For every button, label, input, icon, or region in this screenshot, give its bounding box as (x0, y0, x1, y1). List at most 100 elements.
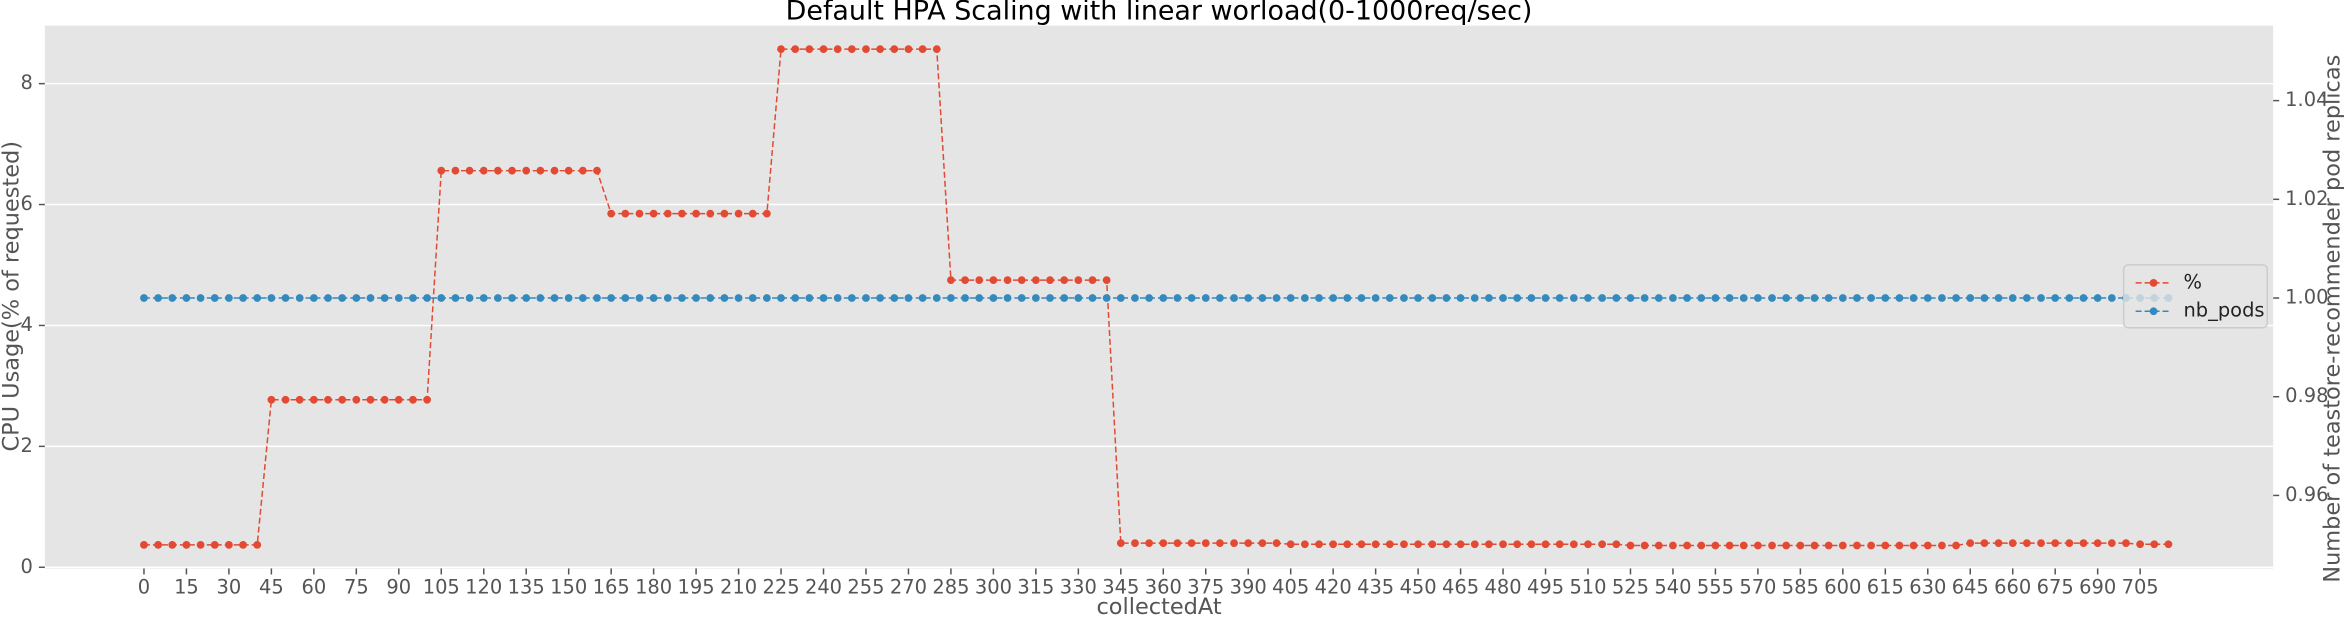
x-tick-label: 300 (975, 575, 1012, 598)
data-point (451, 166, 460, 175)
data-point (366, 395, 375, 404)
data-point (635, 294, 644, 302)
data-point (1725, 541, 1734, 550)
data-point (1895, 294, 1904, 302)
data-point (1329, 540, 1338, 549)
data-point (578, 294, 587, 302)
data-point (1499, 294, 1507, 302)
x-tick-label: 240 (805, 575, 842, 598)
data-point (720, 294, 729, 302)
data-point (1145, 294, 1154, 302)
data-point (1173, 294, 1182, 302)
data-point (1782, 541, 1791, 550)
data-point (692, 209, 700, 218)
data-point (1456, 540, 1465, 549)
x-tick-label: 360 (1145, 575, 1182, 598)
data-point (210, 541, 219, 549)
data-point (1541, 540, 1550, 549)
data-point (1315, 294, 1323, 302)
data-point (536, 294, 545, 302)
data-point (649, 209, 658, 218)
data-point (1683, 294, 1691, 302)
data-point (1131, 539, 1139, 547)
data-point (1159, 294, 1168, 302)
data-point (904, 294, 913, 302)
data-point (1145, 539, 1154, 547)
data-point (479, 294, 488, 302)
data-point (182, 294, 191, 302)
data-point (1414, 540, 1423, 549)
data-point (2136, 540, 2145, 549)
data-point (1584, 294, 1592, 302)
data-point (1131, 294, 1139, 302)
data-point (423, 294, 431, 302)
data-point (1640, 541, 1649, 550)
data-point (1527, 540, 1536, 549)
data-point (947, 294, 955, 302)
data-point (1952, 541, 1960, 550)
data-point (791, 294, 800, 302)
data-point (1173, 539, 1182, 547)
data-point (961, 276, 969, 284)
data-point (1343, 540, 1352, 549)
data-point (1654, 541, 1663, 550)
chart-title: Default HPA Scaling with linear worload(… (786, 0, 1533, 27)
data-point (1442, 540, 1451, 549)
data-point (2164, 540, 2173, 549)
data-point (805, 45, 814, 54)
data-point (607, 209, 616, 218)
x-tick-label: 210 (720, 575, 757, 598)
data-point (154, 294, 163, 302)
y-tick-label: 0 (21, 555, 33, 578)
x-tick-label: 570 (1739, 575, 1776, 598)
x-tick-label: 30 (217, 575, 242, 598)
x-tick-label: 120 (465, 575, 502, 598)
data-point (918, 45, 927, 54)
x-tick-label: 405 (1272, 575, 1309, 598)
data-point (1485, 294, 1493, 302)
data-point (1669, 541, 1677, 550)
data-point (862, 294, 870, 302)
data-point (550, 166, 559, 175)
data-point (862, 45, 870, 54)
data-point (1201, 539, 1210, 547)
data-point (1952, 294, 1960, 302)
data-point (324, 395, 332, 404)
data-point (1853, 294, 1861, 302)
data-point (253, 294, 262, 302)
data-point (494, 166, 502, 175)
data-point (621, 209, 630, 218)
data-point (2037, 539, 2045, 547)
data-point (168, 541, 177, 549)
data-point (1626, 294, 1635, 302)
data-point (1116, 539, 1125, 547)
x-tick-label: 480 (1485, 575, 1522, 598)
data-point (918, 294, 927, 302)
data-point (1343, 294, 1352, 302)
data-point (890, 294, 899, 302)
data-point (1357, 294, 1366, 302)
data-point (1824, 541, 1833, 550)
data-point (904, 45, 913, 54)
data-point (2079, 294, 2088, 302)
x-tick-label: 315 (1017, 575, 1054, 598)
y2-tick-label: 1.04 (2285, 88, 2328, 111)
data-point (2107, 539, 2116, 547)
data-point (1725, 294, 1734, 302)
data-point (678, 209, 686, 218)
data-point (338, 294, 347, 302)
data-point (1810, 541, 1819, 550)
x-tick-label: 510 (1569, 575, 1606, 598)
legend-marker (2149, 307, 2158, 316)
data-point (578, 166, 587, 175)
data-point (2093, 539, 2102, 547)
data-point (1598, 540, 1607, 549)
data-point (975, 276, 984, 284)
data-point (833, 45, 842, 54)
data-point (437, 294, 446, 302)
data-point (791, 45, 800, 54)
data-point (1102, 276, 1111, 284)
x-tick-label: 330 (1060, 575, 1097, 598)
data-point (876, 294, 885, 302)
